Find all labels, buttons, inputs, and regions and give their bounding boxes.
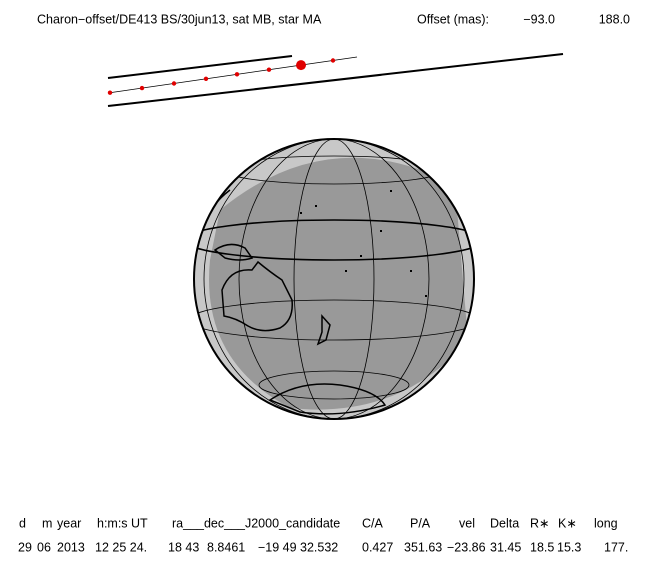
islands — [300, 190, 427, 297]
table-header: d m year h:m:s UT ra___dec___J2000_candi… — [19, 516, 618, 530]
cell: 18.5 — [530, 540, 554, 554]
cell: 12 25 24. — [95, 540, 147, 554]
col-head: P/A — [410, 516, 431, 530]
col-head: vel — [459, 516, 475, 530]
cell: 31.45 — [490, 540, 521, 554]
point — [266, 67, 272, 72]
cell: 0.427 — [362, 540, 393, 554]
cell: 29 — [18, 540, 32, 554]
point — [203, 76, 209, 82]
offset-y: 188.0 — [599, 12, 630, 26]
cell: 2013 — [57, 540, 85, 554]
point — [139, 85, 145, 91]
cell: 351.63 — [404, 540, 442, 554]
cell: 15.3 — [557, 540, 581, 554]
point — [330, 58, 336, 63]
track-edge — [107, 55, 293, 79]
night-side — [209, 157, 468, 410]
offset-x: −93.0 — [523, 12, 555, 26]
col-head: Delta — [490, 516, 519, 530]
col-head: d — [19, 516, 26, 530]
cell: 177. — [604, 540, 628, 554]
globe-outline — [193, 138, 475, 420]
point — [234, 72, 240, 77]
cell: 06 — [37, 540, 51, 554]
track-center — [107, 56, 358, 94]
col-head: ra___dec___J2000_candidate — [172, 516, 340, 530]
globe — [193, 138, 475, 420]
track-points — [107, 58, 336, 95]
cell: 32.532 — [300, 540, 338, 554]
graticule — [194, 139, 474, 419]
coastlines — [199, 189, 387, 415]
cell: 18 43 — [168, 540, 199, 554]
col-head: K∗ — [558, 516, 577, 530]
cell: −23.86 — [447, 540, 486, 554]
col-head: R∗ — [530, 516, 550, 530]
col-head: C/A — [362, 516, 384, 530]
point — [171, 81, 177, 86]
offset-label: Offset (mas): — [417, 12, 489, 26]
col-head: h:m:s UT — [97, 516, 148, 530]
point-main — [296, 60, 306, 71]
col-head: year — [57, 516, 81, 530]
track-edge — [107, 53, 564, 107]
col-head: long — [594, 516, 618, 530]
cell: −19 49 — [258, 540, 297, 554]
col-head: m — [42, 516, 52, 530]
cell: 8.8461 — [207, 540, 245, 554]
table-row: 29 06 2013 12 25 24. 18 43 8.8461 −19 49… — [18, 540, 628, 554]
title: Charon−offset/DE413 BS/30jun13, sat MB, … — [37, 12, 322, 26]
track — [107, 53, 564, 107]
point — [107, 90, 113, 95]
